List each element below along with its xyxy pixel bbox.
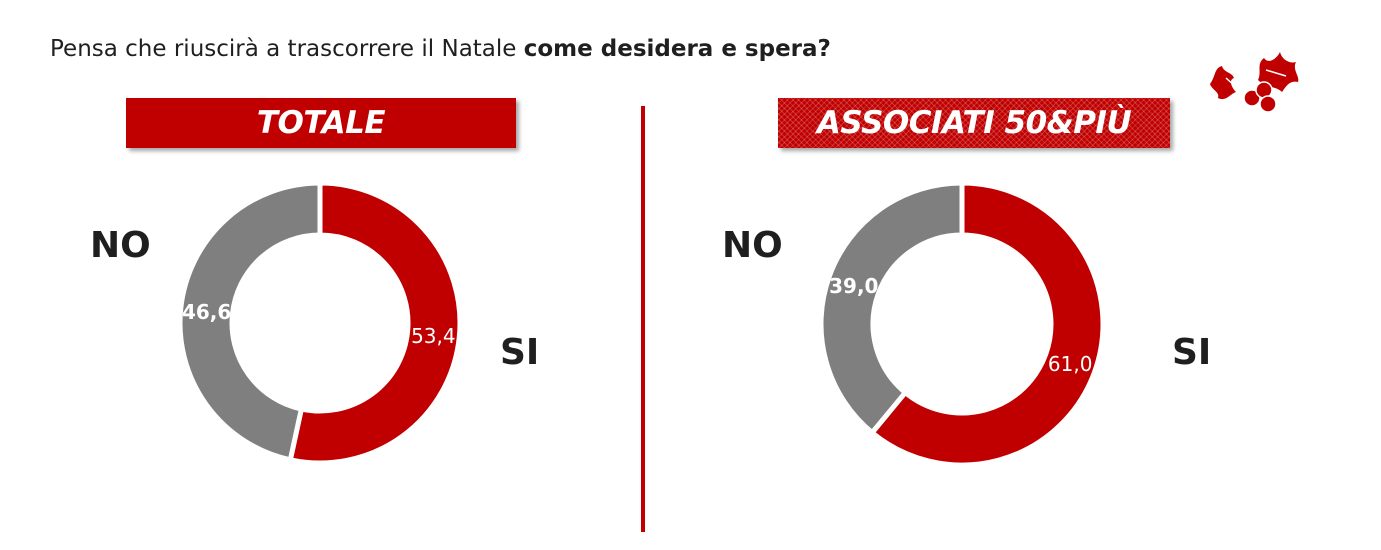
chart1-label-no: NO [90,225,151,266]
chart2-label-no: NO [722,225,783,266]
donut-slice-si [287,180,463,466]
chart2-label-si: SI [1172,332,1212,373]
section-divider [641,106,645,532]
donut-slice-si [868,180,1106,468]
donut-value-label-no: 39,0 [829,274,878,298]
holly-icon [1210,52,1299,113]
banner-totale-text: TOTALE [256,105,386,141]
banner-totale: TOTALE [126,98,516,148]
chart1-label-si: SI [500,332,540,373]
donut-chart-associati: 61,0 39,0 [818,180,1106,468]
donut-slice-no [177,180,323,463]
banner-associati: ASSOCIATI 50&PIÙ [778,98,1170,148]
question-emphasis: come desidera e spera? [523,36,831,62]
donut-value-label-si: 61,0 [1048,352,1093,376]
donut-value-label-si: 53,4 [411,324,456,348]
question-text: Pensa che riuscirà a trascorrere il Nata… [50,36,831,62]
donut-slice-no [818,180,965,437]
banner-associati-text: ASSOCIATI 50&PIÙ [816,105,1132,141]
question-prefix: Pensa che riuscirà a trascorrere il Nata… [50,36,524,62]
donut-chart-totale: 53,4 46,6 [177,180,463,466]
donut-value-label-no: 46,6 [182,300,231,324]
